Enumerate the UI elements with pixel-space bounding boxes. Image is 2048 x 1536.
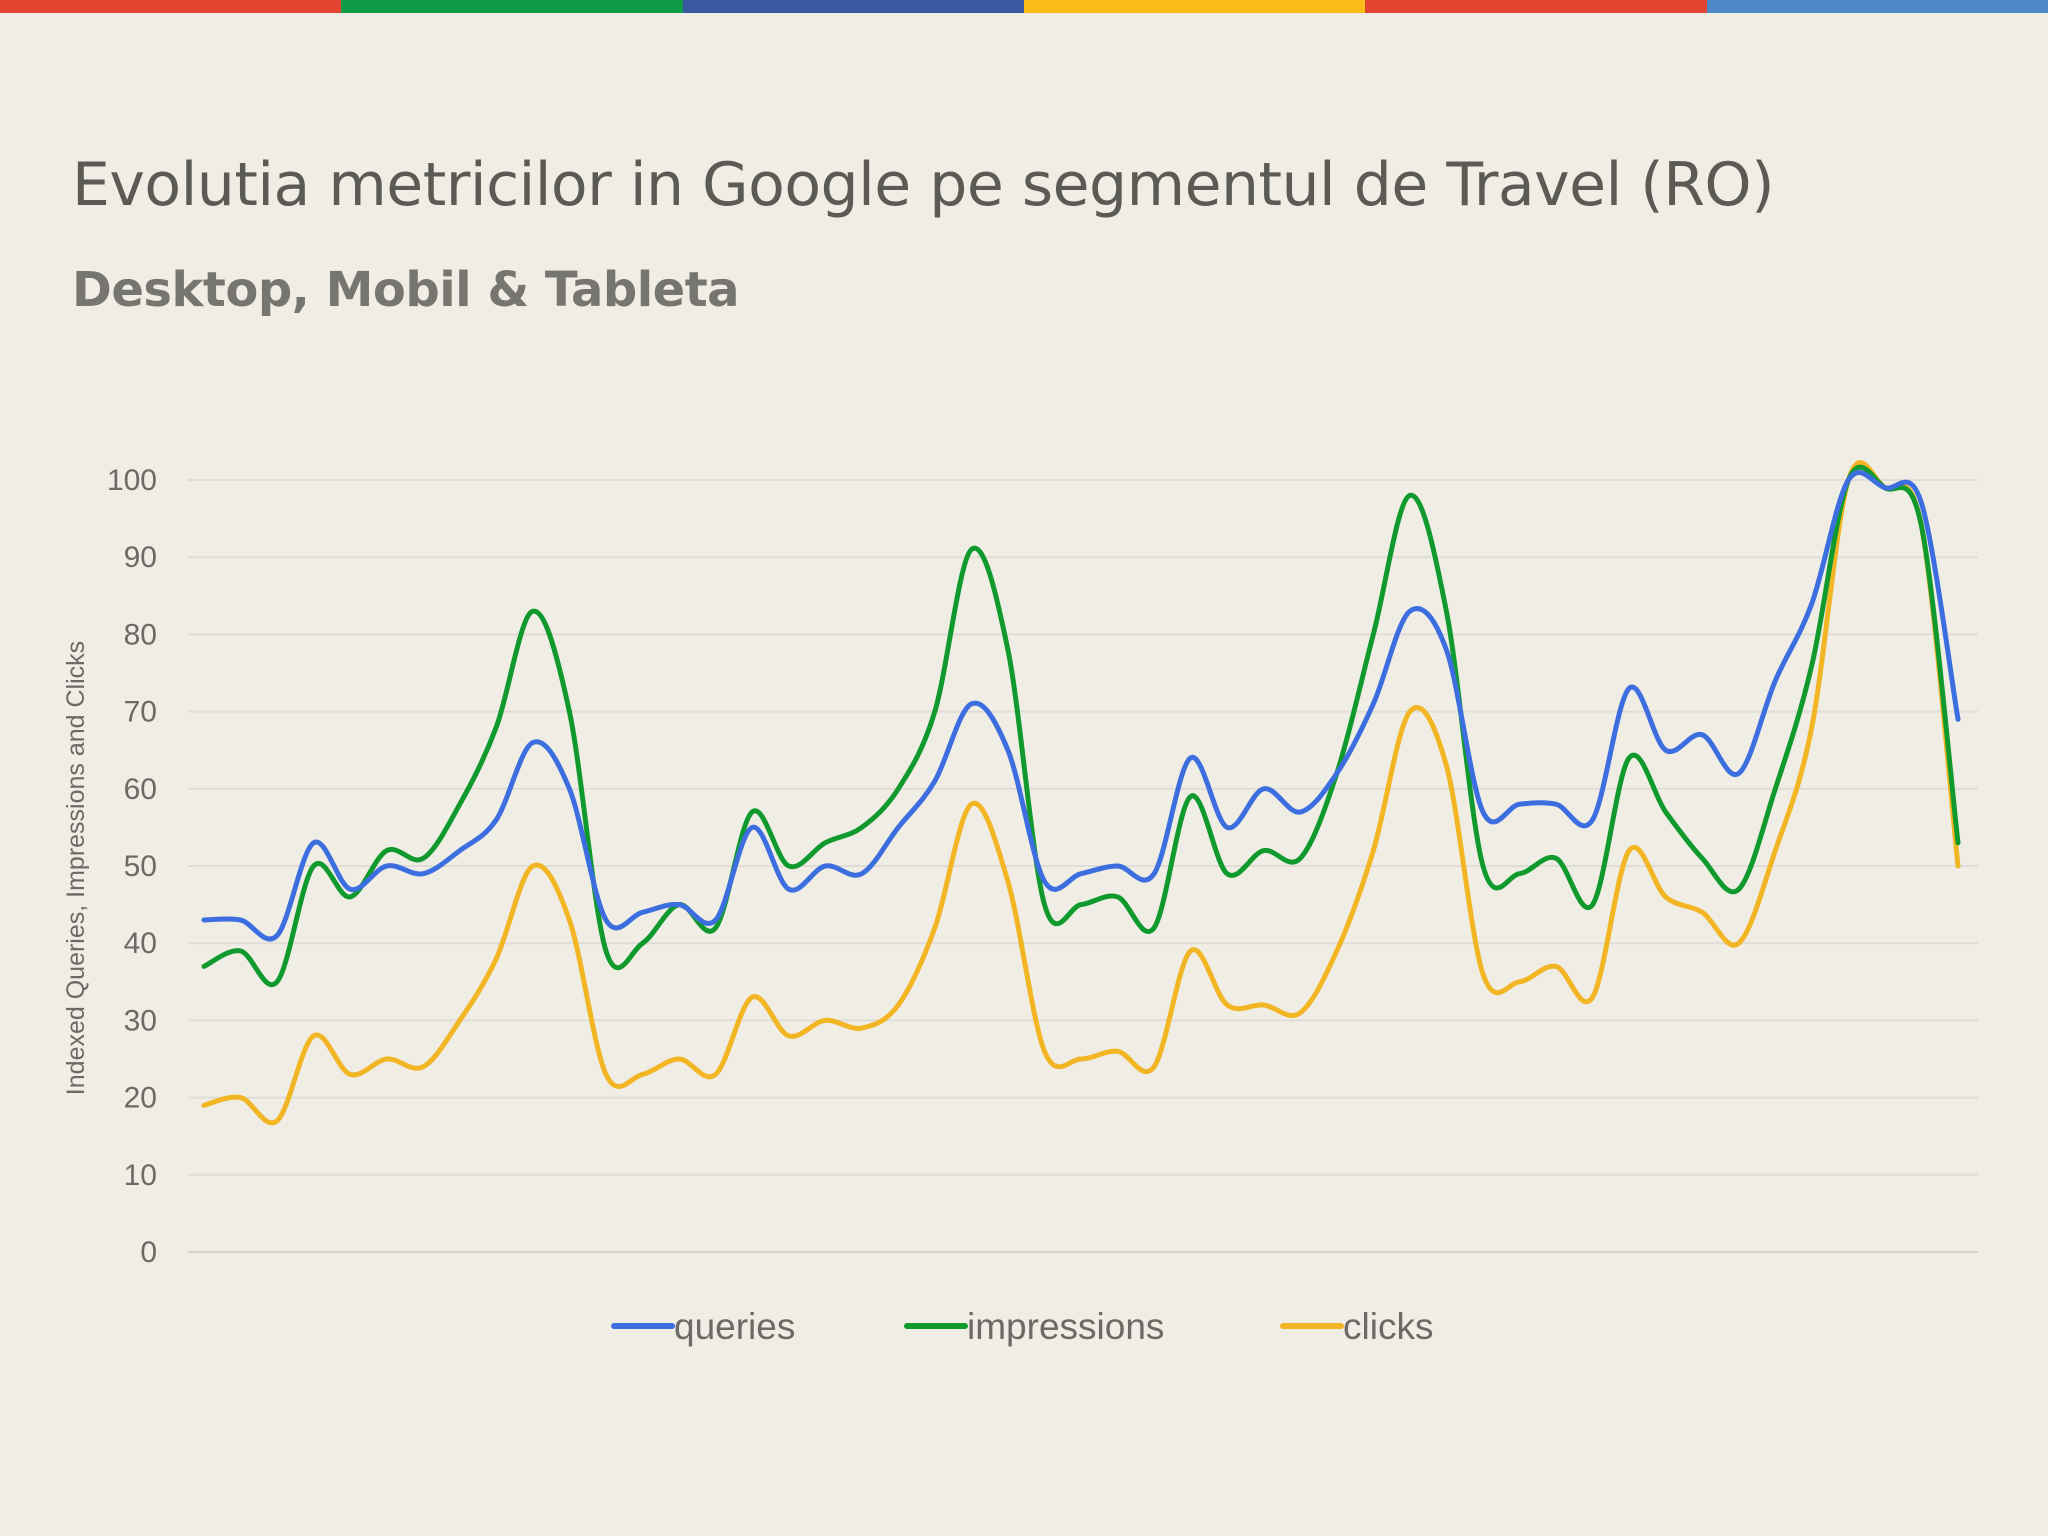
brand-bar-segment-red-2 (1365, 0, 1707, 13)
brand-bar-segment-light-blue (1706, 0, 2048, 13)
y-tick-label-90: 90 (124, 541, 157, 574)
y-tick-label-20: 20 (124, 1082, 157, 1115)
series-line-impressions (201, 464, 1961, 988)
legend-label-impressions: impressions (967, 1306, 1164, 1347)
y-axis-title: Indexed Queries, Impressions and Clicks (62, 641, 90, 1095)
legend-label-clicks: clicks (1343, 1306, 1433, 1347)
brand-bar-segment-red (0, 0, 342, 13)
brand-bar-segment-green (341, 0, 683, 13)
brand-bar-segment-blue (682, 0, 1024, 13)
page-title: Evolutia metricilor in Google pe segment… (72, 150, 1775, 220)
chart-legend: queries impressions clicks (611, 1306, 1433, 1347)
series-line-queries (201, 470, 1961, 942)
y-tick-label-60: 60 (124, 773, 157, 806)
y-tick-label-100: 100 (107, 464, 157, 497)
series-line-clicks (201, 460, 1961, 1126)
chart-gridlines (188, 479, 1978, 1253)
brand-bar-segment-yellow (1023, 0, 1366, 13)
page-subtitle: Desktop, Mobil & Tableta (72, 262, 740, 318)
y-tick-label-40: 40 (124, 927, 157, 960)
y-tick-label-0: 0 (140, 1236, 157, 1269)
y-tick-label-70: 70 (124, 696, 157, 729)
legend-label-queries: queries (674, 1306, 795, 1347)
brand-color-bar (0, 0, 2048, 13)
y-tick-label-10: 10 (124, 1159, 157, 1192)
y-axis-tick-labels: 0 10 20 30 40 50 60 70 80 90 100 (107, 464, 157, 1269)
chart-series (201, 460, 1961, 1126)
y-tick-label-50: 50 (124, 850, 157, 883)
y-tick-label-80: 80 (124, 618, 157, 651)
y-tick-label-30: 30 (124, 1004, 157, 1037)
